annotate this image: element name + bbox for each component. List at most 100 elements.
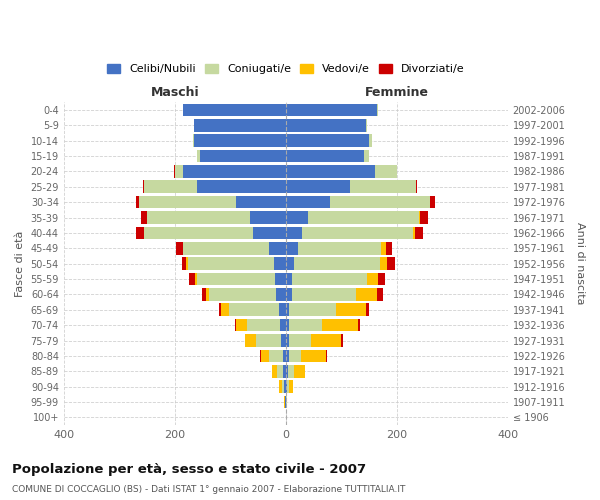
Bar (286, 226, 423, 239)
Bar (286, 334, 341, 347)
Bar (183, 104, 286, 116)
Legend: Celibi/Nubili, Coniugati/e, Vedovi/e, Divorziati/e: Celibi/Nubili, Coniugati/e, Vedovi/e, Di… (103, 60, 469, 78)
Bar (279, 380, 286, 393)
Bar (286, 365, 305, 378)
Bar (194, 119, 286, 132)
Bar (272, 365, 286, 378)
Bar (284, 396, 286, 408)
Bar (272, 365, 286, 378)
Bar (136, 196, 286, 208)
Bar (182, 258, 286, 270)
Bar (144, 180, 286, 193)
Bar (286, 196, 434, 208)
Bar (286, 104, 378, 116)
Bar (197, 150, 286, 162)
Bar (286, 104, 377, 116)
Bar (286, 165, 397, 177)
Bar (286, 334, 311, 347)
Bar (182, 242, 286, 254)
Bar (286, 211, 308, 224)
Bar (286, 350, 301, 362)
Bar (136, 226, 286, 239)
Bar (286, 150, 369, 162)
Bar (284, 380, 286, 393)
Bar (219, 304, 286, 316)
Bar (197, 150, 286, 162)
Y-axis label: Fasce di età: Fasce di età (15, 230, 25, 297)
Bar (194, 119, 286, 132)
Bar (286, 334, 289, 347)
Bar (286, 288, 377, 300)
Bar (286, 196, 430, 208)
Bar (286, 319, 358, 332)
Bar (245, 334, 286, 347)
Bar (197, 180, 286, 193)
Bar (286, 334, 343, 347)
Bar (286, 165, 397, 177)
Bar (183, 165, 286, 177)
Bar (286, 134, 372, 147)
Bar (193, 134, 286, 147)
Bar (280, 319, 286, 332)
Bar (256, 334, 286, 347)
Bar (142, 211, 286, 224)
Bar (286, 242, 381, 254)
Bar (286, 380, 287, 393)
Bar (286, 196, 330, 208)
Bar (286, 165, 397, 177)
Bar (286, 119, 367, 132)
Bar (286, 350, 289, 362)
Bar (286, 258, 294, 270)
Bar (286, 242, 386, 254)
Bar (202, 288, 286, 300)
Bar (197, 150, 286, 162)
Bar (247, 319, 286, 332)
Bar (188, 258, 286, 270)
Bar (206, 288, 286, 300)
Bar (286, 365, 293, 378)
Bar (144, 226, 286, 239)
Bar (286, 380, 289, 393)
Bar (286, 350, 326, 362)
Bar (261, 350, 286, 362)
Bar (194, 119, 286, 132)
Bar (286, 226, 413, 239)
Bar (286, 226, 302, 239)
Bar (286, 272, 367, 285)
Bar (286, 288, 383, 300)
Bar (286, 396, 287, 408)
Bar (284, 396, 286, 408)
Bar (282, 380, 286, 393)
Bar (286, 288, 292, 300)
Bar (200, 150, 286, 162)
Bar (183, 104, 286, 116)
Bar (196, 272, 286, 285)
Bar (281, 334, 286, 347)
Bar (245, 334, 286, 347)
Bar (183, 104, 286, 116)
Text: Maschi: Maschi (151, 86, 199, 99)
Bar (286, 150, 369, 162)
Y-axis label: Anni di nascita: Anni di nascita (575, 222, 585, 305)
Bar (286, 258, 395, 270)
Bar (286, 380, 293, 393)
Bar (144, 180, 286, 193)
Bar (283, 365, 286, 378)
Bar (286, 119, 367, 132)
Bar (286, 380, 293, 393)
Bar (236, 196, 286, 208)
Bar (283, 350, 286, 362)
Bar (286, 119, 367, 132)
Bar (277, 365, 286, 378)
Bar (147, 211, 286, 224)
Bar (175, 165, 286, 177)
Bar (275, 272, 286, 285)
Bar (253, 226, 286, 239)
Bar (286, 396, 287, 408)
Bar (221, 304, 286, 316)
Bar (269, 350, 286, 362)
Bar (286, 319, 360, 332)
Bar (276, 288, 286, 300)
Bar (175, 165, 286, 177)
Bar (286, 134, 372, 147)
